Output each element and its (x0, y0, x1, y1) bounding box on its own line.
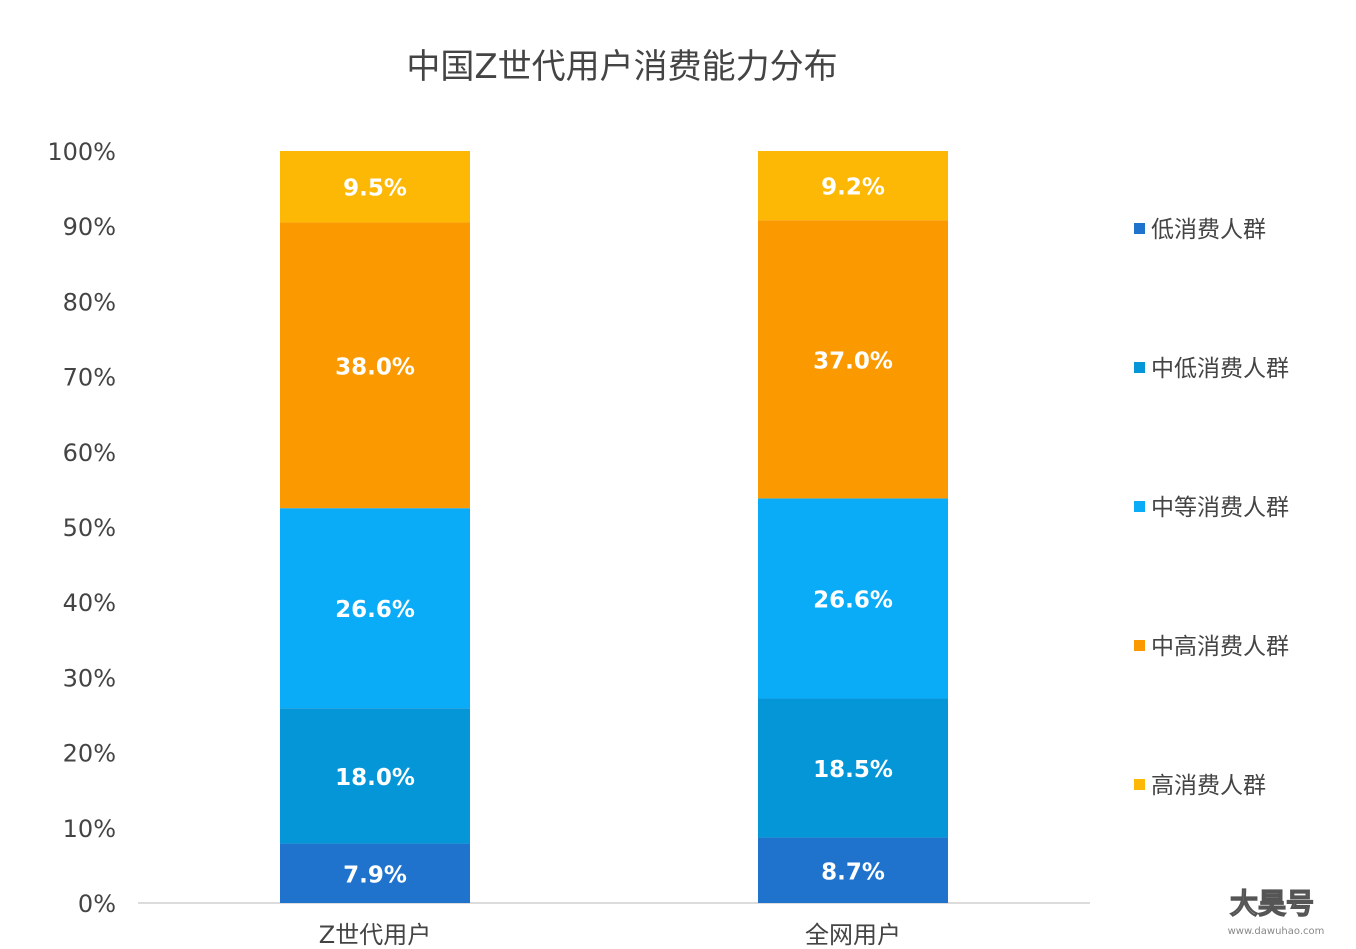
data-label: 9.2% (821, 175, 885, 201)
watermark-url: www.dawuhao.com (1228, 926, 1325, 937)
bar-segment (280, 151, 470, 223)
bar-segment (758, 151, 948, 221)
data-label: 9.5% (343, 176, 407, 202)
data-label: 18.0% (335, 765, 415, 791)
legend-item: 中低消费人群 (1134, 356, 1289, 382)
legend-item: 低消费人群 (1134, 217, 1266, 243)
x-tick-label: Z世代用户 (319, 921, 431, 949)
legend-swatch (1134, 640, 1145, 651)
y-tick-label: 10% (63, 815, 116, 843)
y-tick-label: 90% (63, 213, 116, 241)
watermark-logo: 大昊号 (1230, 887, 1314, 920)
x-axis-labels: Z世代用户 全网用户 (319, 921, 901, 949)
y-tick-label: 70% (63, 364, 116, 392)
y-tick-label: 0% (78, 890, 116, 918)
legend-label: 中等消费人群 (1151, 495, 1289, 521)
watermark: 大昊号 www.dawuhao.com (1228, 886, 1325, 937)
data-label: 18.5% (813, 757, 893, 783)
legend-label: 中低消费人群 (1151, 356, 1289, 382)
y-tick-label: 30% (63, 664, 116, 692)
bar-segment (758, 698, 948, 838)
bars: 7.9% 18.0% 26.6% 38.0% 9.5% 8.7% 18.5% 26.6% 37.… (280, 151, 948, 903)
chart-title: 中国Z世代用户消费能力分布 (406, 47, 837, 87)
legend-label: 低消费人群 (1151, 217, 1266, 243)
data-label: 38.0% (335, 354, 415, 380)
y-tick-label: 40% (63, 589, 116, 617)
y-tick-label: 100% (47, 138, 116, 166)
legend-swatch (1134, 501, 1145, 512)
bar-segment (280, 222, 470, 509)
bar-segment (758, 498, 948, 699)
bar-segment (280, 708, 470, 844)
legend-label: 高消费人群 (1151, 773, 1266, 799)
data-label: 26.6% (813, 587, 893, 613)
data-label: 37.0% (813, 348, 893, 374)
legend-label: 中高消费人群 (1151, 634, 1289, 660)
bar-segment (280, 508, 470, 709)
data-label: 26.6% (335, 597, 415, 623)
data-label: 7.9% (343, 862, 407, 888)
y-tick-label: 60% (63, 439, 116, 467)
legend-item: 中高消费人群 (1134, 634, 1289, 660)
y-tick-label: 80% (63, 288, 116, 316)
data-label: 8.7% (821, 859, 885, 885)
bar-segment (280, 843, 470, 903)
legend-swatch (1134, 779, 1145, 790)
legend-item: 中等消费人群 (1134, 495, 1289, 521)
legend-swatch (1134, 362, 1145, 373)
bar-segment (758, 220, 948, 499)
x-tick-label: 全网用户 (805, 921, 901, 949)
y-tick-label: 50% (63, 514, 116, 542)
legend-swatch (1134, 223, 1145, 234)
y-axis: 0% 10% 20% 30% 40% 50% 60% 70% 80% 90% 100% (47, 138, 116, 918)
bar-segment (758, 837, 948, 903)
y-tick-label: 20% (63, 740, 116, 768)
legend-item: 高消费人群 (1134, 773, 1266, 799)
